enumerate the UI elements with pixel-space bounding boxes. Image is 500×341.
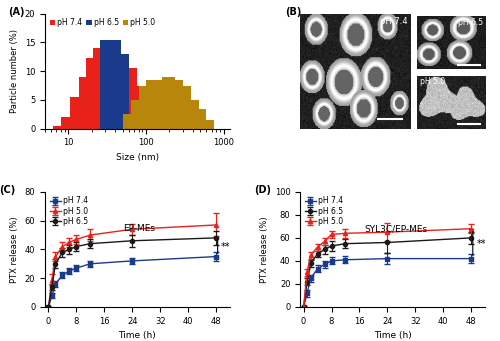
Bar — [138, 103, 152, 129]
Bar — [108, 40, 121, 129]
Bar — [123, 68, 136, 129]
Text: EP-MEs: EP-MEs — [122, 224, 154, 233]
Bar — [54, 126, 67, 129]
Bar — [100, 42, 114, 129]
Bar — [186, 100, 199, 129]
Legend: pH 7.4, pH 6.5, pH 5.0: pH 7.4, pH 6.5, pH 5.0 — [304, 196, 344, 226]
Bar — [86, 59, 100, 129]
X-axis label: Size (nm): Size (nm) — [116, 153, 159, 162]
Text: (C): (C) — [0, 185, 15, 195]
Bar — [178, 86, 191, 129]
Text: (B): (B) — [286, 7, 302, 17]
Bar — [123, 114, 136, 129]
Text: **: ** — [476, 239, 486, 249]
Text: **: ** — [221, 242, 230, 252]
Bar — [61, 117, 74, 129]
X-axis label: Time (h): Time (h) — [118, 331, 156, 340]
Bar — [70, 97, 84, 129]
Text: (D): (D) — [254, 185, 271, 195]
Y-axis label: PTX release (%): PTX release (%) — [260, 216, 269, 283]
Y-axis label: PTX release (%): PTX release (%) — [10, 216, 19, 283]
Bar — [146, 80, 160, 129]
Bar — [123, 114, 136, 129]
X-axis label: Time (h): Time (h) — [374, 331, 412, 340]
Bar — [162, 77, 175, 129]
Bar — [200, 120, 214, 129]
Bar — [138, 86, 152, 129]
Bar — [93, 48, 106, 129]
Text: SYL3C/EP-MEs: SYL3C/EP-MEs — [365, 224, 428, 233]
Bar — [154, 80, 168, 129]
Bar — [108, 45, 121, 129]
Bar — [146, 120, 160, 129]
Legend: pH 7.4, pH 5.0, pH 6.5: pH 7.4, pH 5.0, pH 6.5 — [49, 196, 89, 226]
Bar — [131, 100, 144, 129]
Bar — [116, 54, 128, 129]
Bar — [116, 54, 128, 129]
Bar — [79, 77, 92, 129]
Bar — [170, 80, 183, 129]
Bar — [193, 108, 206, 129]
Bar — [131, 86, 144, 129]
Text: (A): (A) — [8, 7, 24, 17]
Legend: pH 7.4, pH 6.5, pH 5.0: pH 7.4, pH 6.5, pH 5.0 — [49, 17, 156, 28]
Y-axis label: Particle number (%): Particle number (%) — [10, 29, 19, 113]
Bar — [100, 40, 114, 129]
